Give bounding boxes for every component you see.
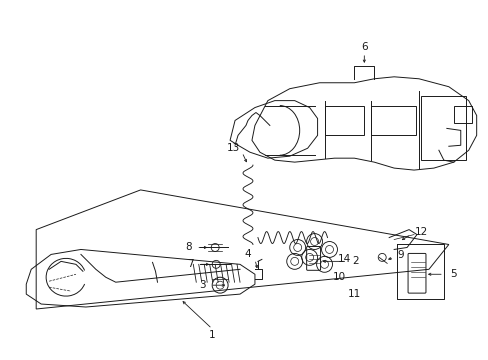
Bar <box>324 105 364 135</box>
Bar <box>420 96 465 160</box>
Text: 4: 4 <box>244 249 251 260</box>
Text: 2: 2 <box>351 256 358 266</box>
Text: 12: 12 <box>413 226 427 237</box>
Text: 5: 5 <box>449 269 456 279</box>
Bar <box>370 105 415 135</box>
Text: 14: 14 <box>337 255 350 264</box>
Text: 6: 6 <box>360 42 367 52</box>
Text: 10: 10 <box>332 272 346 282</box>
Text: 8: 8 <box>184 243 191 252</box>
Text: 1: 1 <box>208 330 215 340</box>
Text: 3: 3 <box>199 280 205 290</box>
Text: 7: 7 <box>186 259 193 269</box>
Text: 13: 13 <box>226 143 239 153</box>
Text: 11: 11 <box>347 289 360 299</box>
Text: 9: 9 <box>397 251 404 260</box>
Bar <box>453 105 471 123</box>
